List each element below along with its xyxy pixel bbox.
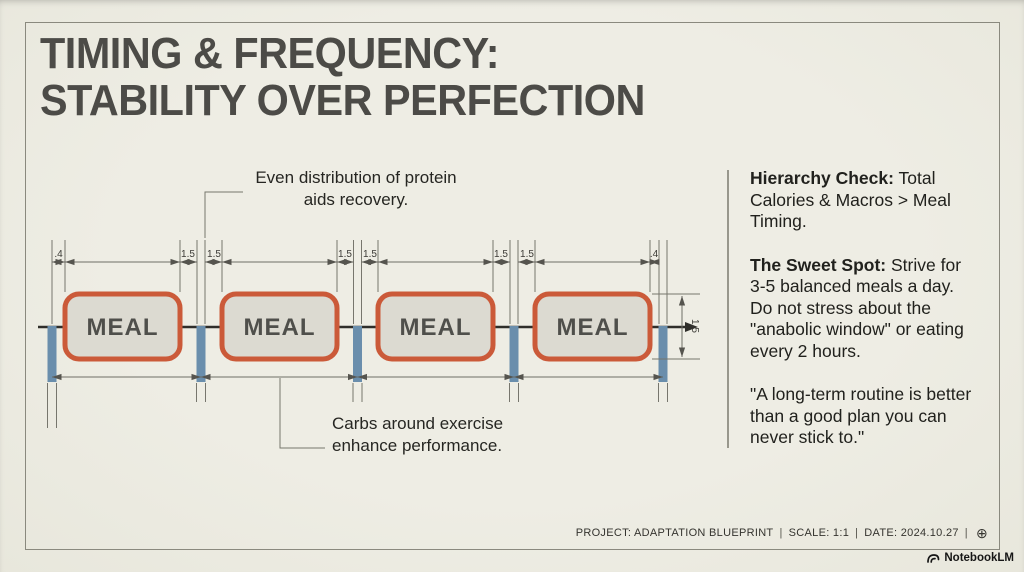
dim-label: 1.5 [494,249,508,260]
footer-project: PROJECT: ADAPTATION BLUEPRINT [575,527,774,539]
extension-lines-top [51,240,668,324]
note-sweet-spot: The Sweet Spot: Strive for 3-5 balanced … [750,255,974,363]
dim-label: 1.5 [207,249,221,260]
annotation-protein: Even distribution of protein aids recove… [250,167,462,211]
footer-separator: | [779,527,783,539]
dim-label: 1.5 [181,249,195,260]
annotation-leader-lines [204,191,325,449]
annotation-carbs-line-1: Carbs around exercise [332,414,504,433]
timeline-arrowhead-icon [685,322,698,332]
meal-box-3: MEAL [375,291,496,362]
notebooklm-logo-icon [927,554,940,563]
annotation-carbs-line-2: enhance performance. [332,436,503,455]
dim-label: .4 [650,249,659,260]
register-mark-icon: ⊕ [975,524,988,541]
meal-box-1: MEAL [62,291,183,362]
dim-label: .4 [54,249,63,260]
meal-box-4: MEAL [532,291,653,362]
note-lead: The Sweet Spot: [750,254,887,275]
meal-box-label: MEAL [400,314,472,341]
dim-label-vertical: 1.5 [689,319,700,333]
footer-date: DATE: 2024.10.27 [864,527,959,539]
meal-box-2: MEAL [219,291,340,362]
meal-box-label: MEAL [557,314,629,341]
notes-divider-line [727,170,729,448]
footer-separator: | [964,527,968,539]
notebooklm-branding: NotebookLM [926,552,1014,564]
annotation-protein-line-2: aids recovery. [303,190,409,209]
dim-label: 1.5 [338,249,352,260]
slide-border-frame [25,22,1000,550]
page-title-line-2: STABILITY OVER PERFECTION [40,76,645,125]
meal-boxes: MEAL MEAL MEAL MEAL [62,291,653,362]
footer-separator: | [855,527,859,539]
annotation-protein-line-1: Even distribution of protein [255,168,457,187]
meal-box-label: MEAL [244,314,316,341]
page-title: TIMING & FREQUENCY: STABILITY OVER PERFE… [40,30,645,124]
dimension-labels-top: .4 1.5 1.5 1.5 1.5 1.5 1.5 .4 [54,249,658,260]
note-text: Total Calories & Macros > Meal Timing. [750,168,951,231]
note-text: Strive for 3-5 balanced meals a day. Do … [750,254,964,361]
notes-panel: Hierarchy Check: Total Calories & Macros… [750,168,974,471]
title-block-footer: PROJECT: ADAPTATION BLUEPRINT | SCALE: 1… [575,524,988,541]
note-hierarchy-check: Hierarchy Check: Total Calories & Macros… [750,168,974,233]
note-text: "A long-term routine is better than a go… [750,384,972,447]
footer-scale: SCALE: 1:1 [788,527,850,539]
dimension-vertical-right: 1.5 [652,293,700,360]
dim-label: 1.5 [363,249,377,260]
dim-label: 1.5 [520,249,534,260]
extension-lines-bottom [47,383,668,428]
meal-box-label: MEAL [87,314,159,341]
interval-bars [47,326,668,382]
meal-timeline-diagram: .4 1.5 1.5 1.5 1.5 1.5 1.5 .4 [38,191,700,449]
page-title-line-1: TIMING & FREQUENCY: [40,29,500,78]
notebooklm-label: NotebookLM [944,552,1014,564]
note-quote: "A long-term routine is better than a go… [750,384,974,449]
note-lead: Hierarchy Check: [750,168,894,188]
annotation-carbs: Carbs around exercise enhance performanc… [332,413,552,457]
